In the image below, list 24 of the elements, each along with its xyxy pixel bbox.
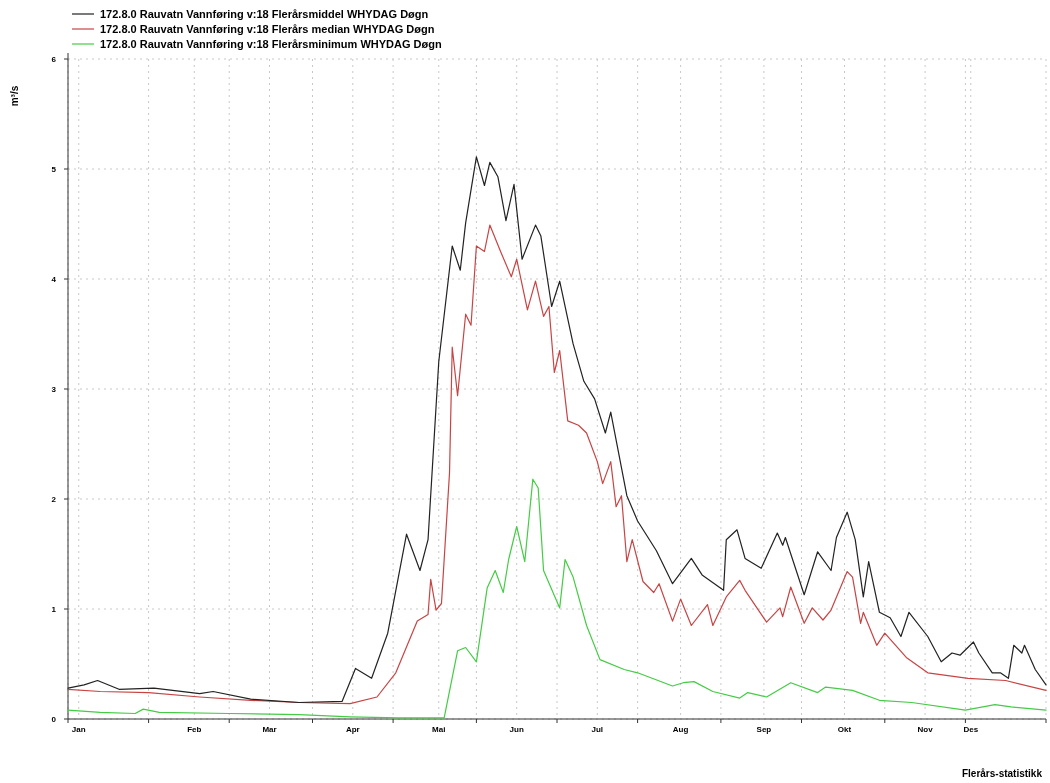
- y-tick-label: 3: [51, 385, 57, 394]
- y-tick-label: 5: [51, 165, 57, 174]
- x-tick-label: Feb: [187, 725, 202, 734]
- y-tick-label: 4: [51, 275, 57, 284]
- x-tick-label: Mai: [432, 725, 446, 734]
- text: Flerårs-statistikk: [961, 768, 1043, 779]
- x-tick-label: Okt: [837, 725, 852, 734]
- y-tick-label: 6: [51, 55, 57, 64]
- x-tick-label: Jun: [509, 725, 524, 734]
- y-tick-label: 0: [51, 715, 57, 724]
- legend-label: 172.8.0 Rauvatn Vannføring v:18 Flerårsminimum WHYDAG Døgn: [100, 38, 442, 50]
- legend-label: 172.8.0 Rauvatn Vannføring v:18 Flerårsmiddel WHYDAG Døgn: [100, 8, 429, 20]
- x-tick-label: Des: [963, 725, 979, 734]
- y-tick-label: 2: [51, 495, 57, 504]
- x-tick-label: Sep: [756, 725, 772, 734]
- x-tick-label: Aug: [672, 725, 689, 734]
- x-tick-label: Jul: [591, 725, 604, 734]
- y-axis-title: m³/s: [9, 85, 20, 107]
- x-tick-label: Apr: [345, 725, 360, 734]
- x-tick-label: Jan: [71, 725, 86, 734]
- y-tick-label: 1: [51, 605, 57, 614]
- x-tick-label: Nov: [917, 725, 934, 734]
- legend-label: 172.8.0 Rauvatn Vannføring v:18 Flerårs median WHYDAG Døgn: [100, 23, 435, 35]
- x-tick-label: Mar: [262, 725, 277, 734]
